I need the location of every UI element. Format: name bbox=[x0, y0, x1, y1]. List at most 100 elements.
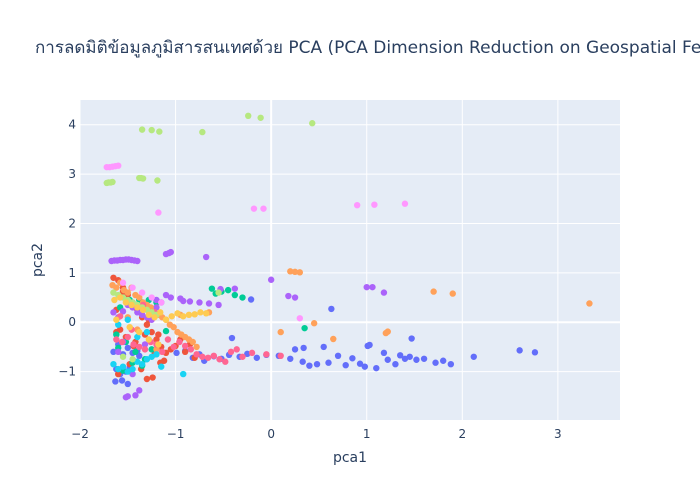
data-point bbox=[110, 360, 117, 368]
data-point bbox=[180, 370, 187, 378]
data-point bbox=[177, 295, 184, 302]
data-point bbox=[277, 352, 284, 360]
data-point bbox=[193, 351, 200, 358]
data-point bbox=[447, 360, 455, 368]
data-point bbox=[115, 162, 122, 169]
data-point bbox=[260, 205, 267, 212]
data-point bbox=[202, 253, 210, 261]
data-point bbox=[301, 324, 308, 332]
data-points bbox=[103, 112, 593, 401]
y-tick-label: 1 bbox=[68, 266, 76, 280]
data-point bbox=[349, 355, 356, 362]
data-point bbox=[287, 268, 294, 275]
y-tick-label: −1 bbox=[58, 365, 76, 379]
y-axis-label: pca2 bbox=[30, 243, 46, 277]
data-point bbox=[122, 299, 130, 306]
data-point bbox=[138, 311, 146, 319]
data-point bbox=[113, 284, 120, 291]
data-point bbox=[154, 177, 161, 184]
data-point bbox=[413, 356, 420, 363]
data-point bbox=[334, 352, 342, 360]
data-point bbox=[132, 348, 139, 356]
data-point bbox=[231, 291, 239, 299]
data-point bbox=[118, 377, 126, 384]
data-point bbox=[299, 358, 306, 365]
data-point bbox=[306, 362, 313, 369]
data-point bbox=[369, 283, 376, 291]
data-point bbox=[162, 316, 170, 323]
y-tick-label: 4 bbox=[68, 118, 76, 132]
data-point bbox=[143, 356, 151, 363]
data-point bbox=[396, 352, 404, 359]
data-point bbox=[158, 348, 166, 356]
data-point bbox=[371, 201, 378, 208]
data-point bbox=[361, 363, 369, 370]
data-point bbox=[310, 320, 318, 327]
data-point bbox=[113, 331, 120, 338]
data-point bbox=[148, 353, 155, 360]
data-point bbox=[119, 308, 127, 315]
data-point bbox=[145, 336, 153, 343]
data-point bbox=[420, 355, 428, 362]
data-point bbox=[118, 338, 126, 346]
data-point bbox=[134, 257, 141, 265]
data-point bbox=[516, 347, 523, 354]
data-point bbox=[228, 334, 236, 342]
data-point bbox=[136, 328, 143, 336]
data-point bbox=[187, 346, 195, 353]
data-point bbox=[116, 294, 124, 301]
data-point bbox=[181, 348, 189, 356]
data-point bbox=[124, 344, 131, 352]
data-point bbox=[247, 296, 255, 303]
data-point bbox=[148, 126, 155, 134]
data-point bbox=[134, 358, 141, 365]
data-point bbox=[158, 363, 165, 370]
x-tick-label: 3 bbox=[554, 427, 562, 441]
data-point bbox=[253, 354, 261, 361]
data-point bbox=[143, 321, 151, 328]
data-point bbox=[193, 343, 200, 351]
data-point bbox=[263, 351, 270, 358]
data-point bbox=[112, 378, 119, 385]
data-point bbox=[170, 343, 177, 351]
data-point bbox=[392, 360, 399, 368]
data-point bbox=[215, 301, 222, 309]
data-point bbox=[205, 300, 213, 307]
x-tick-labels: −2 −1 0 1 2 3 bbox=[71, 427, 562, 441]
data-point bbox=[143, 328, 151, 336]
data-point bbox=[136, 294, 143, 301]
data-point bbox=[202, 310, 210, 317]
data-point bbox=[167, 294, 174, 301]
data-point bbox=[180, 313, 187, 320]
data-point bbox=[145, 311, 153, 319]
data-point bbox=[158, 299, 165, 306]
data-point bbox=[155, 341, 162, 348]
data-point bbox=[119, 353, 127, 360]
data-point bbox=[155, 331, 162, 338]
data-point bbox=[129, 370, 136, 378]
data-point bbox=[224, 286, 232, 294]
data-point bbox=[285, 292, 292, 300]
data-point bbox=[136, 343, 143, 351]
data-point bbox=[115, 365, 122, 373]
data-point bbox=[129, 365, 136, 373]
data-point bbox=[384, 328, 391, 335]
data-point bbox=[215, 289, 222, 296]
data-point bbox=[141, 341, 149, 348]
x-tick-label: −1 bbox=[167, 427, 185, 441]
data-point bbox=[138, 126, 146, 133]
data-point bbox=[134, 333, 141, 341]
data-point bbox=[313, 360, 321, 368]
data-point bbox=[586, 300, 593, 307]
data-point bbox=[153, 304, 160, 311]
data-point bbox=[148, 328, 155, 336]
data-point bbox=[353, 201, 361, 209]
data-point bbox=[208, 285, 216, 292]
data-point bbox=[250, 205, 258, 212]
data-point bbox=[186, 298, 194, 305]
data-point bbox=[151, 314, 158, 321]
data-point bbox=[143, 375, 151, 383]
data-point bbox=[132, 392, 139, 399]
data-point bbox=[384, 356, 391, 363]
data-point bbox=[291, 268, 299, 276]
